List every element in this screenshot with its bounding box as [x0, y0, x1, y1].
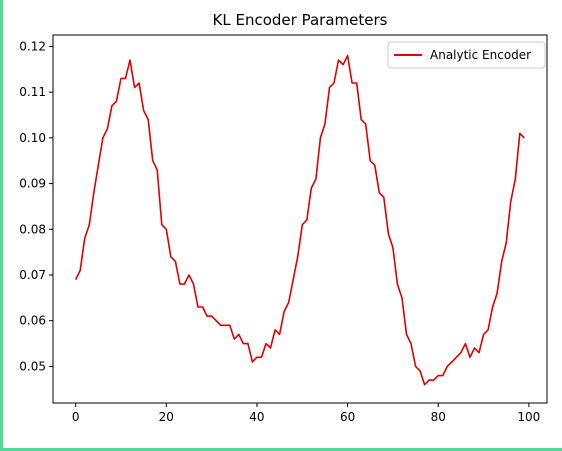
y-tick-label: 0.12: [19, 39, 46, 53]
legend-label-analytic-encoder: Analytic Encoder: [430, 48, 531, 62]
x-axis: 0 20 40 60 80 100: [72, 403, 540, 424]
x-tick-label: 20: [159, 410, 174, 424]
y-tick-label: 0.08: [19, 222, 46, 236]
y-tick-label: 0.06: [19, 314, 46, 328]
x-tick-label: 40: [249, 410, 264, 424]
series-line-analytic-encoder: [74, 54, 525, 386]
y-axis: 0.05 0.06 0.07 0.08 0.09 0.10 0.11 0.12: [19, 39, 53, 373]
x-tick-label: 0: [72, 410, 80, 424]
y-tick-label: 0.07: [19, 268, 46, 282]
legend-box: [387, 41, 546, 69]
legend: Analytic Encoder: [387, 41, 546, 69]
y-tick-label: 0.05: [19, 359, 46, 373]
chart-title: KL Encoder Parameters: [213, 11, 388, 29]
x-tick-label: 60: [340, 410, 355, 424]
y-tick-label: 0.11: [19, 85, 46, 99]
y-tick-label: 0.10: [19, 131, 46, 145]
x-tick-label: 80: [431, 410, 446, 424]
series-layer: [74, 54, 525, 386]
plot-area-border: [52, 34, 548, 404]
y-tick-label: 0.09: [19, 177, 46, 191]
line-chart: KL Encoder Parameters 0 20 40 60 80 100 0.050…: [19, 11, 548, 424]
x-tick-label: 100: [517, 410, 540, 424]
